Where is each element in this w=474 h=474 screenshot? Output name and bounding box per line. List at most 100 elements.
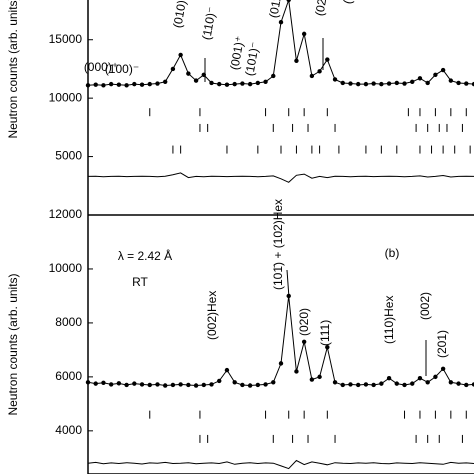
- difference-line: [87, 172, 474, 183]
- annotation: (111): [318, 320, 332, 346]
- data-point: [217, 378, 222, 384]
- data-point: [386, 376, 392, 381]
- arrow: [286, 269, 290, 299]
- data-point: [132, 381, 137, 386]
- data-point: [410, 79, 415, 84]
- data-point: [448, 78, 454, 83]
- data-point: [456, 381, 461, 386]
- data-point: [147, 81, 152, 87]
- data-point: [224, 367, 230, 373]
- data-point: [209, 80, 214, 86]
- data-point: [147, 382, 152, 388]
- y-tick-label: 10000: [49, 90, 83, 104]
- y-tick-label: 15000: [49, 32, 83, 46]
- y-axis-label: Neutron counts (arb. units): [6, 0, 20, 139]
- data-point: [356, 382, 361, 388]
- y-axis-label: Neutron counts (arb. units): [6, 273, 20, 415]
- data-point: [132, 81, 137, 87]
- data-point: [363, 382, 369, 387]
- data-point: [124, 382, 129, 388]
- data-point: [240, 81, 245, 86]
- data-point: [456, 80, 461, 86]
- data-point: [271, 380, 276, 385]
- data-point: [163, 383, 168, 388]
- data-point: [85, 83, 91, 88]
- data-point: [356, 81, 361, 87]
- annotation: (201): [435, 330, 449, 358]
- annotation: (100)⁻: [105, 62, 139, 76]
- y-tick-label: 8000: [55, 315, 82, 329]
- data-point: [332, 77, 338, 82]
- data-point: [464, 382, 469, 388]
- data-point: [417, 376, 423, 381]
- data-point: [101, 83, 106, 88]
- y-tick-label: 10000: [49, 261, 83, 275]
- annotation: (110)⁻: [199, 6, 219, 41]
- annotation: (101)⁻: [242, 41, 262, 77]
- data-point: [471, 81, 474, 87]
- data-point: [217, 81, 222, 87]
- annotation: RT: [132, 275, 148, 289]
- data-point: [440, 366, 446, 371]
- annotation: (b): [385, 246, 400, 260]
- data-point: [410, 381, 415, 386]
- annotation: (12: [340, 0, 357, 5]
- data-point: [186, 71, 191, 76]
- data-point: [263, 382, 268, 387]
- data-point: [232, 380, 237, 385]
- data-point: [255, 80, 261, 86]
- data-point: [178, 382, 183, 387]
- data-point: [301, 31, 307, 37]
- data-point: [93, 82, 98, 87]
- data-point: [425, 80, 430, 86]
- annotation: (001)⁺: [227, 35, 247, 71]
- data-point: [193, 383, 199, 388]
- arrows: [204, 38, 427, 376]
- data-point: [186, 382, 191, 388]
- annotation: (002)Hex: [205, 291, 219, 340]
- data-point: [340, 80, 345, 86]
- data-point: [108, 382, 114, 387]
- annotation: (020): [297, 308, 311, 336]
- data-point: [247, 81, 253, 87]
- data-point: [433, 374, 438, 380]
- data-point: [178, 52, 183, 58]
- data-point: [348, 382, 353, 387]
- data-point: [317, 69, 322, 74]
- data-point: [325, 57, 330, 62]
- data-point: [93, 381, 98, 386]
- annotation: (000)⁺: [84, 60, 118, 74]
- data-point: [286, 293, 291, 299]
- data-point: [116, 82, 122, 87]
- data-point: [278, 361, 284, 366]
- data-point: [348, 81, 353, 86]
- data-point: [278, 20, 284, 25]
- annotation: (002): [418, 292, 432, 320]
- data-point: [85, 380, 91, 385]
- data-point: [294, 58, 299, 63]
- data-point: [379, 81, 384, 87]
- data-point: [309, 73, 315, 79]
- fit-line: [87, 295, 474, 387]
- data-point: [240, 382, 245, 388]
- annotation: (010)⁺: [170, 0, 190, 29]
- data-point: [193, 78, 199, 83]
- data-point: [108, 81, 114, 87]
- data-point: [155, 81, 160, 86]
- data-point: [170, 382, 176, 388]
- annotation: (020)⁻: [312, 0, 332, 17]
- data-point: [371, 81, 376, 86]
- data-point: [301, 339, 307, 345]
- data-point: [155, 382, 160, 387]
- data-point: [294, 369, 299, 374]
- data-point: [255, 382, 261, 388]
- data-point: [271, 73, 276, 79]
- data-point: [332, 380, 338, 385]
- data-point: [309, 377, 315, 382]
- data-point: [116, 381, 122, 386]
- data-point: [232, 81, 237, 87]
- data-point: [247, 383, 253, 388]
- annotation: (101̄) + (102)Hex: [271, 199, 285, 290]
- annotation: (110)Hex: [382, 296, 396, 344]
